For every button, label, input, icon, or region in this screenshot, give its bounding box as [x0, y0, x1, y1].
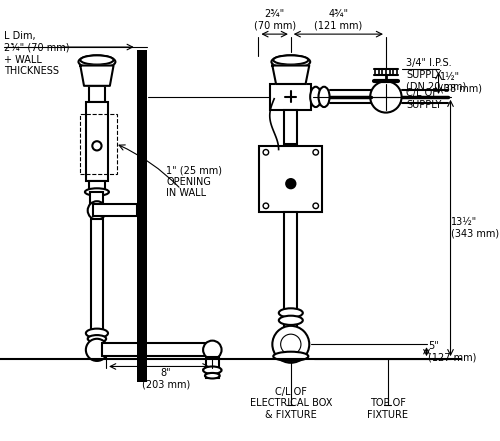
Circle shape — [88, 201, 106, 220]
Ellipse shape — [279, 308, 303, 318]
Ellipse shape — [205, 373, 220, 378]
Ellipse shape — [88, 335, 106, 343]
Ellipse shape — [203, 366, 222, 374]
Text: 1" (25 mm)
OPENING
IN WALL: 1" (25 mm) OPENING IN WALL — [166, 165, 222, 198]
Ellipse shape — [279, 316, 303, 325]
Ellipse shape — [85, 188, 109, 196]
Ellipse shape — [318, 87, 330, 107]
Text: 4¾"
(121 mm): 4¾" (121 mm) — [314, 9, 362, 30]
Circle shape — [286, 179, 296, 188]
Bar — [88, 181, 105, 192]
Text: C/L OF
ELECTRICAL BOX
& FIXTURE: C/L OF ELECTRICAL BOX & FIXTURE — [250, 387, 332, 420]
Ellipse shape — [272, 56, 310, 68]
Text: 1½"
(38 mm): 1½" (38 mm) — [440, 72, 482, 94]
Ellipse shape — [274, 352, 308, 361]
Bar — [86, 102, 108, 181]
Ellipse shape — [80, 56, 114, 64]
Bar — [206, 357, 219, 377]
Polygon shape — [80, 66, 114, 86]
Text: L Dim,
2¾" (70 mm)
+ WALL
THICKNESS: L Dim, 2¾" (70 mm) + WALL THICKNESS — [4, 31, 69, 76]
Circle shape — [370, 81, 402, 112]
Text: 5"
(127 mm): 5" (127 mm) — [428, 341, 476, 363]
Bar — [102, 344, 212, 356]
Text: C/L OF
SUPPLY: C/L OF SUPPLY — [406, 88, 442, 109]
Text: TOP OF
FIXTURE: TOP OF FIXTURE — [367, 398, 408, 420]
Ellipse shape — [86, 329, 108, 338]
Text: 3/4" I.P.S.
SUPPLY
(DN 20 mm): 3/4" I.P.S. SUPPLY (DN 20 mm) — [406, 58, 466, 91]
Circle shape — [86, 339, 108, 361]
Ellipse shape — [310, 87, 322, 107]
Bar — [88, 86, 105, 102]
Bar — [260, 146, 322, 212]
Text: 13½"
(343 mm): 13½" (343 mm) — [452, 217, 500, 239]
Bar — [91, 219, 103, 340]
Bar — [80, 113, 117, 173]
Bar — [284, 110, 298, 144]
Ellipse shape — [78, 56, 116, 68]
Bar — [136, 50, 147, 382]
Polygon shape — [272, 66, 310, 84]
Bar — [93, 205, 136, 217]
Circle shape — [203, 340, 222, 359]
Bar — [284, 212, 298, 329]
Text: 2¾"
(70 mm): 2¾" (70 mm) — [254, 9, 296, 30]
Circle shape — [272, 326, 310, 363]
Bar — [90, 192, 104, 210]
Text: 8"
(203 mm): 8" (203 mm) — [142, 368, 190, 390]
Bar — [270, 84, 311, 110]
Ellipse shape — [274, 56, 308, 64]
